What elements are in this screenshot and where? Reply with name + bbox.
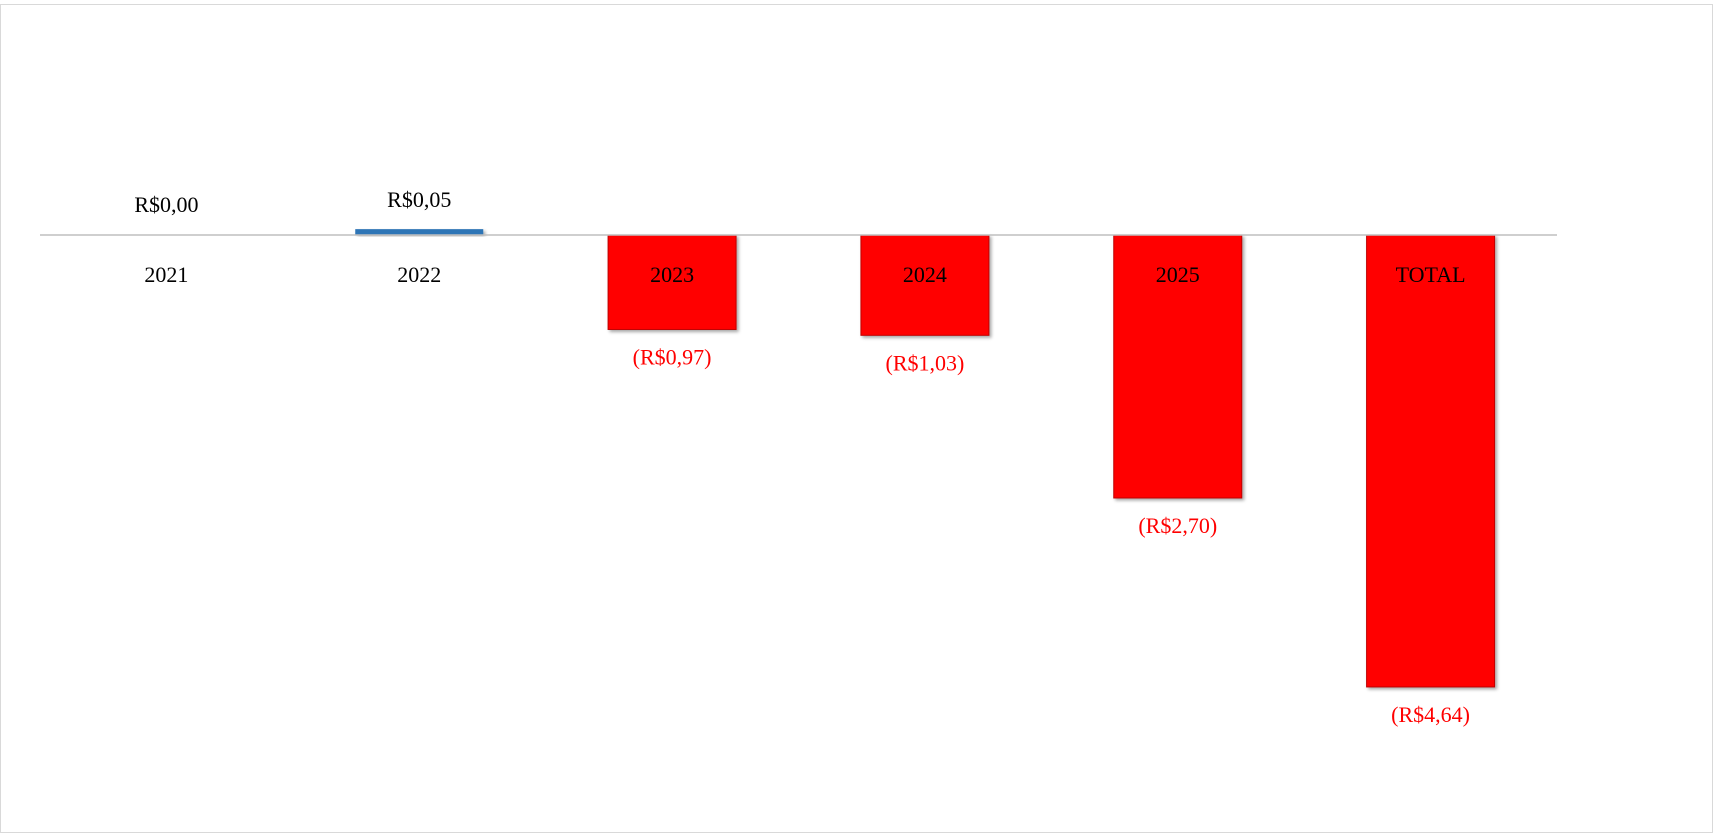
category-label: 2022: [397, 262, 441, 287]
value-label: (R$2,70): [1138, 513, 1217, 538]
category-label: 2025: [1156, 262, 1200, 287]
category-label: 2021: [144, 262, 188, 287]
value-label: (R$1,03): [886, 350, 965, 375]
category-label: 2024: [903, 262, 947, 287]
bar: [355, 229, 484, 235]
value-label: (R$0,97): [633, 345, 712, 370]
bar: [860, 234, 990, 336]
value-label: R$0,05: [387, 187, 451, 212]
bar: [1366, 234, 1496, 688]
category-label: 2023: [650, 262, 694, 287]
value-label: (R$4,64): [1391, 702, 1470, 727]
bar: [1113, 234, 1243, 499]
bar: [607, 234, 737, 330]
value-label: R$0,00: [134, 192, 198, 217]
category-label: TOTAL: [1396, 262, 1466, 287]
